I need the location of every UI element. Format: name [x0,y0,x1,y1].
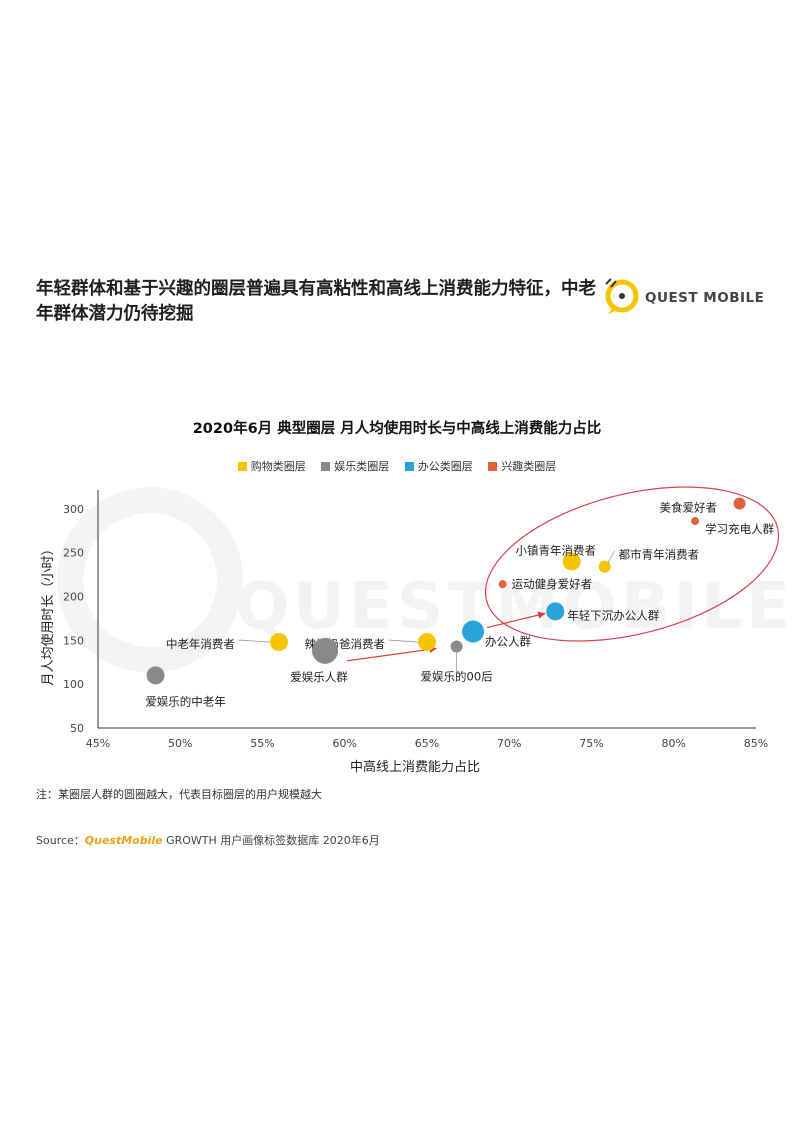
x-tick-label: 55% [250,737,274,750]
y-tick-label: 100 [63,678,84,691]
y-tick-label: 300 [63,503,84,516]
legend-item-interest: 兴趣类圈层 [488,458,556,474]
data-point [450,640,463,653]
y-tick-label: 150 [63,634,84,647]
chart-title: 2020年6月 典型圈层 月人均使用时长与中高线上消费能力占比 [192,421,602,437]
headline: 年轻群体和基于兴趣的圈层普遍具有高粘性和高线上消费能力特征，中老年群体潜力仍待挖… [36,279,596,324]
data-point [312,637,339,664]
y-axis-label: 月人均使用时长（小时） [40,542,56,685]
data-point [598,560,611,573]
watermark-text: QUESTMOBILE [235,570,794,644]
questmobile-logo [605,278,639,314]
legend-swatch [321,462,331,471]
highlight-ellipse [484,486,780,642]
data-point [146,666,165,685]
chart-note: 注：某圈层人群的圆圈越大，代表目标圈层的用户规模越大 [36,788,322,801]
y-tick-label: 200 [63,590,84,603]
data-label: 美食爱好者 [660,501,718,515]
watermark-ring [57,487,243,673]
scatter-chart: QUESTMOBILE 45% 50% 55% 60% 65% 70% 75% 80% 85% 50… [40,486,794,775]
leader-line [388,639,419,643]
x-tick-label: 50% [168,737,192,750]
leader-line [607,550,616,563]
data-label: 办公人群 [485,635,531,649]
source-brand: QuestMobile [84,834,163,847]
x-tick-label: 70% [497,737,521,750]
data-label: 运动健身爱好者 [512,577,593,591]
data-label: 爱娱乐的中老年 [145,694,226,708]
x-tick-label: 80% [662,737,686,750]
legend-item-shopping: 购物类圈层 [237,458,306,474]
y-tick-label: 250 [63,547,84,560]
legend-item-entertainment: 娱乐类圈层 [321,458,389,474]
data-point [691,517,700,526]
x-tick-label: 75% [579,737,603,750]
logo-text: QUEST MOBILE [645,290,765,306]
x-tick-label: 65% [415,737,439,750]
watermark: QUESTMOBILE [57,487,794,673]
data-label: 中老年消费者 [166,637,235,651]
data-point [462,620,485,643]
y-tick-label: 50 [70,722,84,735]
data-point [498,580,507,589]
legend-swatch [404,462,414,471]
data-point [562,552,581,571]
questmobile-logo-icon [605,278,639,314]
data-label: 年轻下沉办公人群 [567,608,659,622]
legend-swatch [488,462,498,471]
data-label: 学习充电人群 [705,522,774,536]
source-line: Source：QuestMobile GROWTH 用户画像标签数据库 2020… [36,834,380,847]
x-tick-label: 45% [86,737,110,750]
data-point [733,497,746,510]
data-point [269,633,288,652]
trend-arrow-2 [486,611,546,629]
data-label: 小镇青年消费者 [516,543,597,557]
x-tick-label: 85% [744,737,768,750]
data-label: 爱娱乐人群 [290,670,348,684]
trend-arrow-1 [346,645,437,662]
chart-legend: 购物类圈层 娱乐类圈层 办公类圈层 兴趣类圈层 [0,458,794,474]
leader-line [238,639,270,643]
x-axis-label: 中高线上消费能力占比 [350,759,480,775]
legend-swatch [237,462,247,471]
legend-item-office: 办公类圈层 [404,458,473,474]
data-label: 爱娱乐的00后 [421,669,493,683]
x-tick-label: 60% [333,737,357,750]
data-label: 都市青年消费者 [619,548,700,562]
data-point [546,602,565,621]
data-point [418,633,436,652]
